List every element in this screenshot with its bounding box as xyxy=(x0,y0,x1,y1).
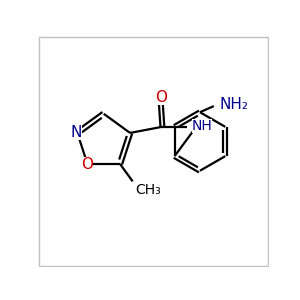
Text: O: O xyxy=(81,157,93,172)
Text: CH₃: CH₃ xyxy=(135,183,161,197)
Text: O: O xyxy=(155,90,167,105)
Text: NH: NH xyxy=(192,119,212,133)
Text: N: N xyxy=(71,125,82,140)
Text: NH₂: NH₂ xyxy=(219,97,248,112)
